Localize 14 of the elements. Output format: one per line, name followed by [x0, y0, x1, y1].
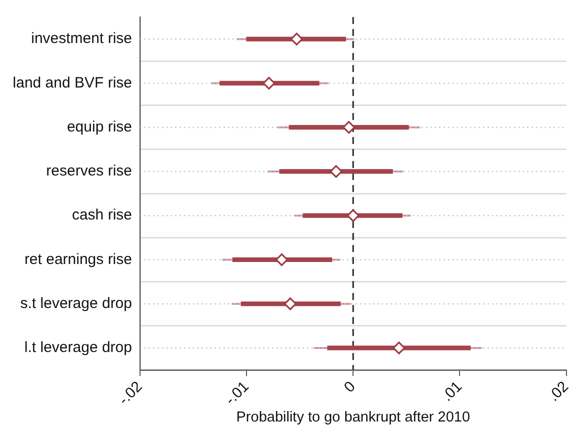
y-tick-label: l.t leverage drop	[24, 339, 132, 356]
x-tick-label: .02	[545, 378, 572, 405]
y-tick-label: land and BVF rise	[12, 74, 132, 92]
x-tick-label: .01	[438, 378, 466, 405]
y-tick-label: equip rise	[66, 118, 132, 136]
x-tick-label: -.02	[115, 378, 146, 408]
x-tick-label: 0	[340, 378, 359, 396]
y-tick-label: s.t leverage drop	[20, 294, 132, 312]
y-tick-label: reserves rise	[46, 162, 132, 180]
y-tick-label: investment rise	[31, 30, 132, 48]
x-axis-title: Probability to go bankrupt after 2010	[236, 409, 470, 426]
x-tick-label: -.01	[222, 378, 252, 408]
y-tick-label: ret earnings rise	[24, 250, 132, 268]
y-tick-label: cash rise	[72, 206, 132, 224]
